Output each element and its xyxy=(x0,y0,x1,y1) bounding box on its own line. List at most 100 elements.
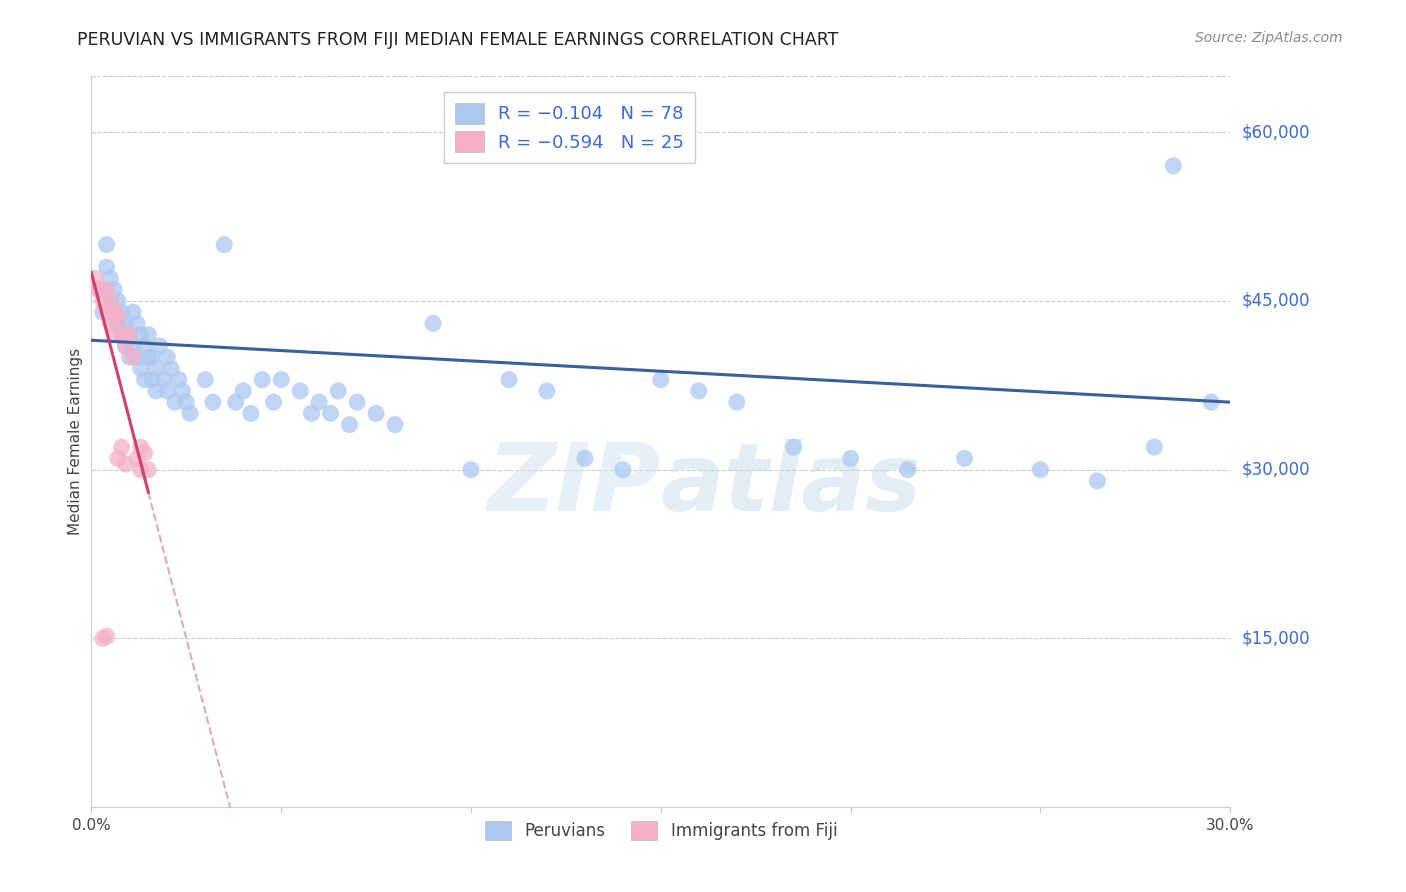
Point xyxy=(118,327,141,342)
Point xyxy=(107,317,129,331)
Point xyxy=(290,384,312,398)
Point xyxy=(422,317,444,331)
Point xyxy=(96,283,118,297)
Point xyxy=(107,451,129,466)
Point xyxy=(498,373,520,387)
Point xyxy=(118,350,141,364)
Point xyxy=(953,451,976,466)
Point xyxy=(1201,395,1223,409)
Text: $60,000: $60,000 xyxy=(1241,123,1310,141)
Point xyxy=(536,384,558,398)
Point xyxy=(111,327,134,342)
Point xyxy=(114,339,136,353)
Point xyxy=(232,384,254,398)
Point xyxy=(263,395,285,409)
Point xyxy=(1087,474,1109,488)
Point xyxy=(129,327,152,342)
Point xyxy=(384,417,406,432)
Point xyxy=(111,327,134,342)
Legend: Peruvians, Immigrants from Fiji: Peruvians, Immigrants from Fiji xyxy=(478,814,844,847)
Text: atlas: atlas xyxy=(661,440,922,532)
Point xyxy=(91,632,114,646)
Point xyxy=(172,384,194,398)
Point xyxy=(1143,440,1166,454)
Point xyxy=(138,327,160,342)
Point xyxy=(225,395,247,409)
Point xyxy=(145,361,167,376)
Point xyxy=(87,283,110,297)
Point xyxy=(319,406,342,420)
Point xyxy=(156,384,179,398)
Point xyxy=(145,384,167,398)
Point xyxy=(103,327,125,342)
Point xyxy=(239,406,262,420)
Point xyxy=(839,451,862,466)
Point xyxy=(98,317,121,331)
Point xyxy=(897,463,920,477)
Point xyxy=(114,317,136,331)
Point xyxy=(688,384,710,398)
Point xyxy=(160,361,183,376)
Point xyxy=(152,373,174,387)
Point xyxy=(201,395,224,409)
Point xyxy=(87,283,110,297)
Point xyxy=(725,395,748,409)
Point xyxy=(339,417,361,432)
Point xyxy=(250,373,273,387)
Point xyxy=(98,293,121,308)
Point xyxy=(107,293,129,308)
Point xyxy=(122,350,145,364)
Point xyxy=(129,463,152,477)
Point xyxy=(364,406,387,420)
Point xyxy=(122,305,145,319)
Text: ZIP: ZIP xyxy=(488,440,661,532)
Point xyxy=(1029,463,1052,477)
Point xyxy=(129,361,152,376)
Point xyxy=(650,373,672,387)
Point xyxy=(141,373,163,387)
Point xyxy=(91,305,114,319)
Point xyxy=(91,293,114,308)
Point xyxy=(98,271,121,285)
Point xyxy=(114,457,136,471)
Point xyxy=(782,440,804,454)
Point xyxy=(460,463,482,477)
Point xyxy=(134,373,156,387)
Point xyxy=(125,350,148,364)
Text: PERUVIAN VS IMMIGRANTS FROM FIJI MEDIAN FEMALE EARNINGS CORRELATION CHART: PERUVIAN VS IMMIGRANTS FROM FIJI MEDIAN … xyxy=(77,31,839,49)
Point xyxy=(574,451,596,466)
Point xyxy=(179,406,201,420)
Point xyxy=(84,271,107,285)
Point xyxy=(103,305,125,319)
Y-axis label: Median Female Earnings: Median Female Earnings xyxy=(67,348,83,535)
Point xyxy=(214,237,236,252)
Text: $15,000: $15,000 xyxy=(1241,630,1310,648)
Point xyxy=(125,317,148,331)
Point xyxy=(149,339,172,353)
Point xyxy=(122,339,145,353)
Point xyxy=(301,406,323,420)
Text: $45,000: $45,000 xyxy=(1241,292,1310,310)
Point xyxy=(138,350,160,364)
Point xyxy=(129,440,152,454)
Point xyxy=(612,463,634,477)
Point xyxy=(326,384,349,398)
Point xyxy=(134,339,156,353)
Point xyxy=(1161,159,1184,173)
Point xyxy=(96,237,118,252)
Point xyxy=(156,350,179,364)
Point xyxy=(138,463,160,477)
Point xyxy=(114,339,136,353)
Point xyxy=(103,305,125,319)
Text: Source: ZipAtlas.com: Source: ZipAtlas.com xyxy=(1195,31,1343,45)
Point xyxy=(103,305,125,319)
Point xyxy=(174,395,197,409)
Point xyxy=(308,395,330,409)
Point xyxy=(111,305,134,319)
Point xyxy=(163,395,186,409)
Point xyxy=(270,373,292,387)
Point xyxy=(194,373,217,387)
Point xyxy=(96,305,118,319)
Point xyxy=(141,350,163,364)
Point xyxy=(346,395,368,409)
